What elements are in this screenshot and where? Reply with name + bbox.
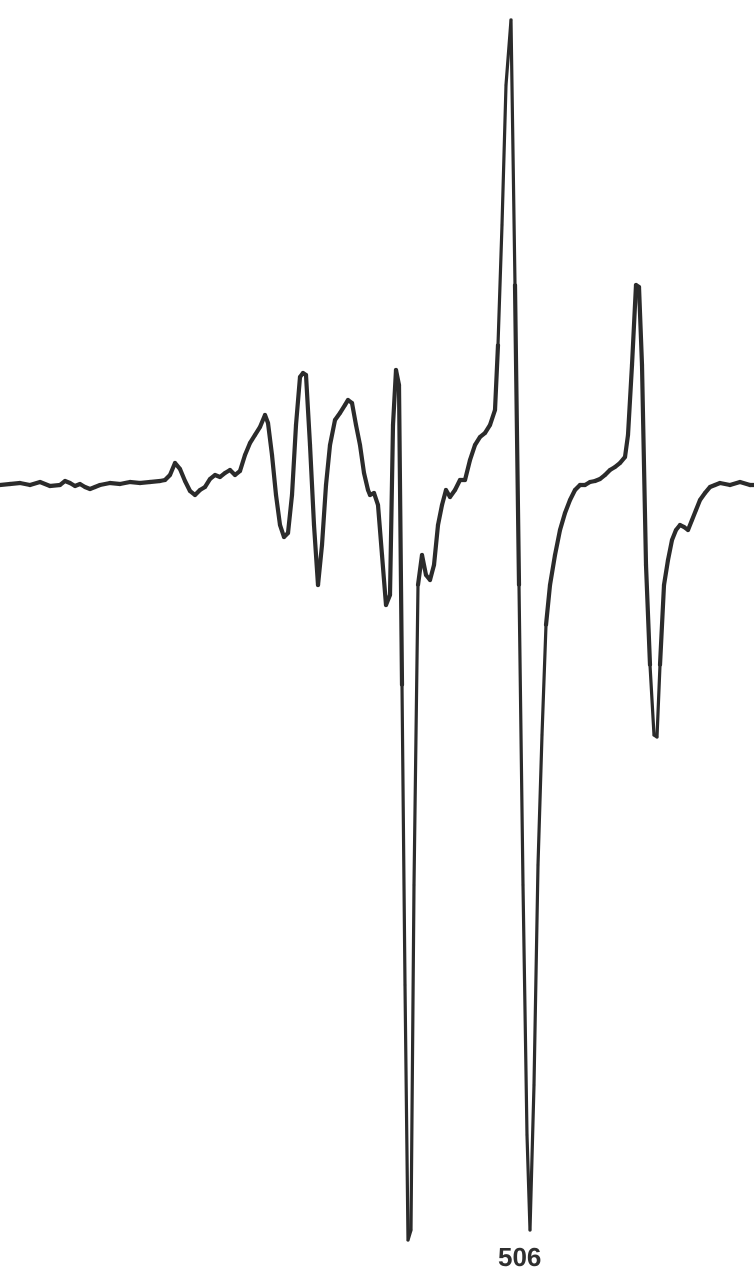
spectrum-segment: [265, 420, 275, 458]
spectrum-segment: [543, 582, 553, 628]
spectrum-segment: [349, 400, 359, 428]
spectrum-segment: [552, 527, 563, 558]
spectrum-segment: [521, 883, 529, 1137]
spectrum-segment: [406, 1228, 413, 1242]
spectrum-segment: [648, 663, 656, 737]
spectrum-segment: [492, 342, 501, 413]
spectrum-segment: [293, 374, 303, 428]
spectrum-segment: [419, 552, 429, 578]
spectrum-segment: [500, 83, 508, 227]
bottom-partial-label: 506: [498, 1242, 542, 1272]
spectrum-segment: [303, 372, 313, 448]
spectrum-segment: [528, 1083, 536, 1232]
spectrum-segment: [177, 466, 188, 484]
spectrum-segment: [629, 282, 639, 368]
spectrum-segment: [353, 422, 363, 448]
spectrum-segment: [655, 663, 662, 739]
spectrum-segment: [412, 583, 420, 887]
spectrum-segment: [307, 442, 317, 528]
spectrum-segment: [562, 497, 573, 516]
spectrum-segment: [540, 623, 548, 737]
spectrum-segment: [665, 537, 675, 563]
spectrum-segment: [512, 282, 522, 588]
spectrum-segment: [557, 510, 568, 533]
spectrum-segment: [427, 562, 437, 583]
spectrum-segment: [661, 557, 671, 588]
spectrum-segment: [285, 492, 295, 536]
spectrum-segment: [532, 863, 540, 1087]
spectrum-segment: [435, 502, 445, 528]
spectrum-segment: [643, 562, 653, 668]
spectrum-segment: [657, 582, 667, 668]
spectrum-segment: [536, 733, 544, 867]
spectrum-segment: [639, 362, 649, 568]
spectrum-segment: [237, 452, 248, 474]
spectrum-segment: [375, 502, 385, 558]
spectrum-trace: [0, 18, 754, 1242]
spectrum-segment: [315, 542, 325, 588]
spectrum-segment: [409, 883, 416, 1232]
spectrum-segment: [371, 490, 381, 508]
spectrum-segment: [323, 442, 333, 488]
spectrum-segment: [393, 367, 402, 388]
spectrum-segment: [269, 452, 279, 498]
spectrum-segment: [273, 492, 283, 528]
spectrum-segment: [390, 367, 399, 428]
spectrum-segment: [509, 18, 517, 287]
spectrum-segment: [622, 432, 631, 460]
spectrum-segment: [462, 457, 473, 483]
spectrum-segment: [547, 552, 558, 588]
spectrum-segment: [361, 470, 371, 493]
spectrum-segment: [467, 442, 478, 463]
spectrum-segment: [387, 422, 396, 598]
spectrum-segment: [289, 422, 299, 498]
spectrum-segment: [242, 440, 253, 458]
spectrum-segment: [396, 382, 405, 688]
spectrum-segment: [357, 442, 367, 476]
spectrum-segment: [327, 417, 338, 448]
spectrum-segment: [636, 284, 645, 368]
spectrum-segment: [625, 362, 635, 438]
spectrum-segment: [431, 522, 441, 568]
spectrum-segment: [379, 552, 389, 608]
spectrum-segment: [487, 407, 498, 428]
spectrum-segment: [319, 482, 329, 548]
spectrum-segment: [517, 583, 525, 887]
spectrum-segment: [496, 223, 504, 347]
spectrum-segment: [403, 983, 410, 1242]
spectrum-segment: [400, 683, 407, 987]
